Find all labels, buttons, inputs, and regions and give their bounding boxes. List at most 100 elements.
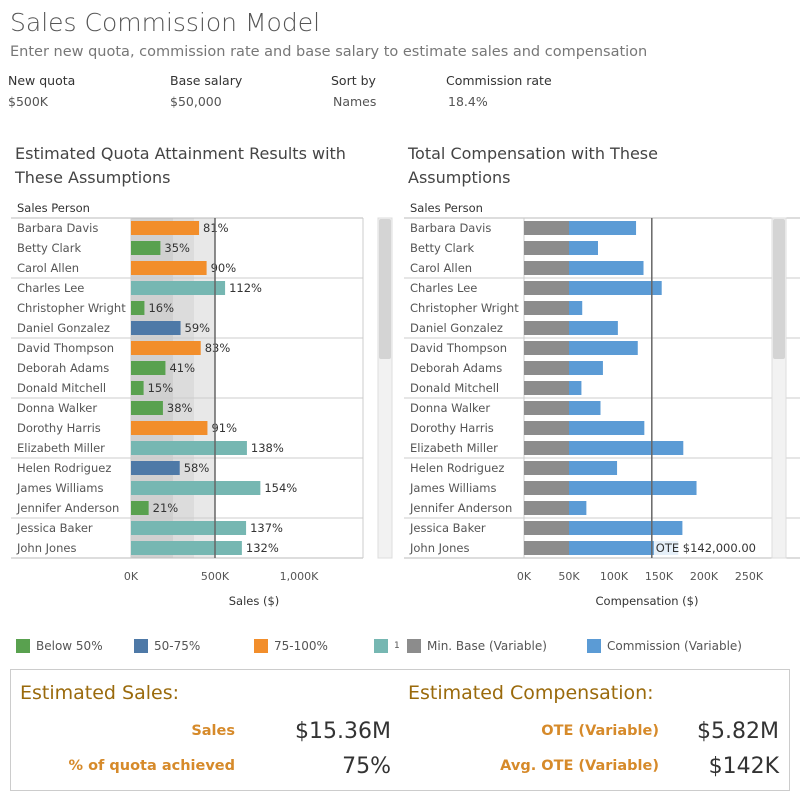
row-label: Dorothy Harris bbox=[17, 421, 101, 435]
param-value[interactable]: Names bbox=[333, 94, 377, 109]
legend-swatch bbox=[587, 639, 601, 653]
legend-swatch bbox=[407, 639, 421, 653]
legend-label: 50-75% bbox=[154, 639, 201, 653]
base-bar bbox=[524, 321, 569, 335]
data-label: 41% bbox=[169, 361, 195, 375]
base-bar bbox=[524, 501, 569, 515]
row-label: James Williams bbox=[16, 481, 104, 495]
commission-bar bbox=[569, 381, 582, 395]
x-tick-label: 0K bbox=[124, 570, 139, 583]
bar bbox=[131, 321, 181, 335]
row-label: Donald Mitchell bbox=[17, 381, 106, 395]
row-label: David Thompson bbox=[410, 341, 507, 355]
param-sort-by[interactable]: Sort by Names bbox=[331, 73, 376, 109]
row-label: John Jones bbox=[16, 541, 76, 555]
base-bar bbox=[524, 401, 569, 415]
bar bbox=[131, 241, 161, 255]
base-bar bbox=[524, 521, 569, 535]
legend-commission: Commission (Variable) bbox=[587, 636, 742, 656]
data-label: 81% bbox=[203, 221, 229, 235]
param-value[interactable]: $50,000 bbox=[170, 94, 222, 109]
x-tick-label: 1,000K bbox=[280, 570, 319, 583]
row-label: Elizabeth Miller bbox=[17, 441, 105, 455]
row-label: Daniel Gonzalez bbox=[410, 321, 503, 335]
pct-quota-value: 75% bbox=[342, 754, 391, 779]
param-commission-rate[interactable]: Commission rate 18.4% bbox=[446, 73, 552, 109]
base-bar bbox=[524, 461, 569, 475]
bar bbox=[131, 341, 201, 355]
data-label: 38% bbox=[167, 401, 193, 415]
row-label: Donna Walker bbox=[17, 401, 97, 415]
data-label: 15% bbox=[148, 381, 174, 395]
chart-title-attainment: Estimated Quota Attainment Results with … bbox=[15, 144, 346, 187]
legend-label: 1 bbox=[394, 641, 400, 651]
commission-bar bbox=[569, 541, 679, 555]
row-label: Christopher Wright bbox=[410, 301, 519, 315]
base-bar bbox=[524, 421, 569, 435]
base-bar bbox=[524, 481, 569, 495]
base-bar bbox=[524, 261, 569, 275]
row-label: Jessica Baker bbox=[409, 521, 486, 535]
param-label: Sort by bbox=[331, 73, 376, 88]
data-label: 21% bbox=[153, 501, 179, 515]
summary-panel: Estimated Sales: Estimated Compensation:… bbox=[10, 669, 790, 791]
base-bar bbox=[524, 221, 569, 235]
sales-value: $15.36M bbox=[295, 719, 391, 744]
page-title: Sales Commission Model bbox=[10, 8, 321, 37]
band-75-100 bbox=[194, 218, 215, 558]
param-label: Base salary bbox=[170, 73, 243, 88]
row-label: Dorothy Harris bbox=[410, 421, 494, 435]
legend-swatch bbox=[134, 639, 148, 653]
x-tick-label: 50K bbox=[558, 570, 580, 583]
data-label: 91% bbox=[211, 421, 237, 435]
x-axis-label: Compensation ($) bbox=[596, 594, 699, 608]
param-label: New quota bbox=[8, 73, 76, 88]
commission-bar bbox=[569, 301, 583, 315]
commission-bar bbox=[569, 221, 637, 235]
ote-reference-label: OTE $142,000.00 bbox=[656, 541, 756, 555]
legend-above-100: 1 bbox=[374, 636, 400, 656]
param-base-salary[interactable]: Base salary $50,000 bbox=[170, 73, 242, 109]
pct-quota-label: % of quota achieved bbox=[68, 758, 236, 774]
base-bar bbox=[524, 541, 569, 555]
bar bbox=[131, 501, 149, 515]
param-new-quota[interactable]: New quota $500K bbox=[8, 73, 75, 109]
commission-bar bbox=[569, 261, 644, 275]
x-tick-label: 0K bbox=[517, 570, 532, 583]
scrollbar-thumb[interactable] bbox=[379, 219, 391, 359]
data-label: 90% bbox=[211, 261, 237, 275]
row-label: Charles Lee bbox=[17, 281, 84, 295]
commission-bar bbox=[569, 321, 618, 335]
legend-label: Below 50% bbox=[36, 639, 103, 653]
base-bar bbox=[524, 341, 569, 355]
data-label: 16% bbox=[148, 301, 174, 315]
row-label: Jennifer Anderson bbox=[409, 501, 512, 515]
data-label: 138% bbox=[251, 441, 284, 455]
row-header: Sales Person bbox=[410, 201, 483, 215]
attainment-chart: Sales Person Barbara Davis Betty Clark Caro… bbox=[11, 201, 393, 608]
x-tick-label: 500K bbox=[201, 570, 230, 583]
row-label: Carol Allen bbox=[410, 261, 472, 275]
commission-bar bbox=[569, 441, 684, 455]
legend-75-100: 75-100% bbox=[254, 636, 328, 656]
commission-bar bbox=[569, 501, 587, 515]
estimated-sales-heading: Estimated Sales: bbox=[20, 682, 179, 704]
x-tick-label: 250K bbox=[735, 570, 764, 583]
avg-ote-label: Avg. OTE (Variable) bbox=[500, 758, 659, 774]
row-label: Betty Clark bbox=[410, 241, 474, 255]
param-value[interactable]: $500K bbox=[8, 94, 49, 109]
row-label: Carol Allen bbox=[17, 261, 79, 275]
row-label: Helen Rodriguez bbox=[17, 461, 111, 475]
row-label: Jessica Baker bbox=[16, 521, 93, 535]
commission-bar bbox=[569, 461, 618, 475]
scrollbar-thumb[interactable] bbox=[773, 219, 785, 359]
ote-label-bg bbox=[653, 540, 752, 556]
param-value[interactable]: 18.4% bbox=[448, 94, 488, 109]
bar bbox=[131, 381, 144, 395]
row-header: Sales Person bbox=[17, 201, 90, 215]
commission-bar bbox=[569, 241, 598, 255]
row-label: Donna Walker bbox=[410, 401, 490, 415]
row-label: David Thompson bbox=[17, 341, 114, 355]
data-label: 154% bbox=[264, 481, 297, 495]
row-label: Betty Clark bbox=[17, 241, 81, 255]
